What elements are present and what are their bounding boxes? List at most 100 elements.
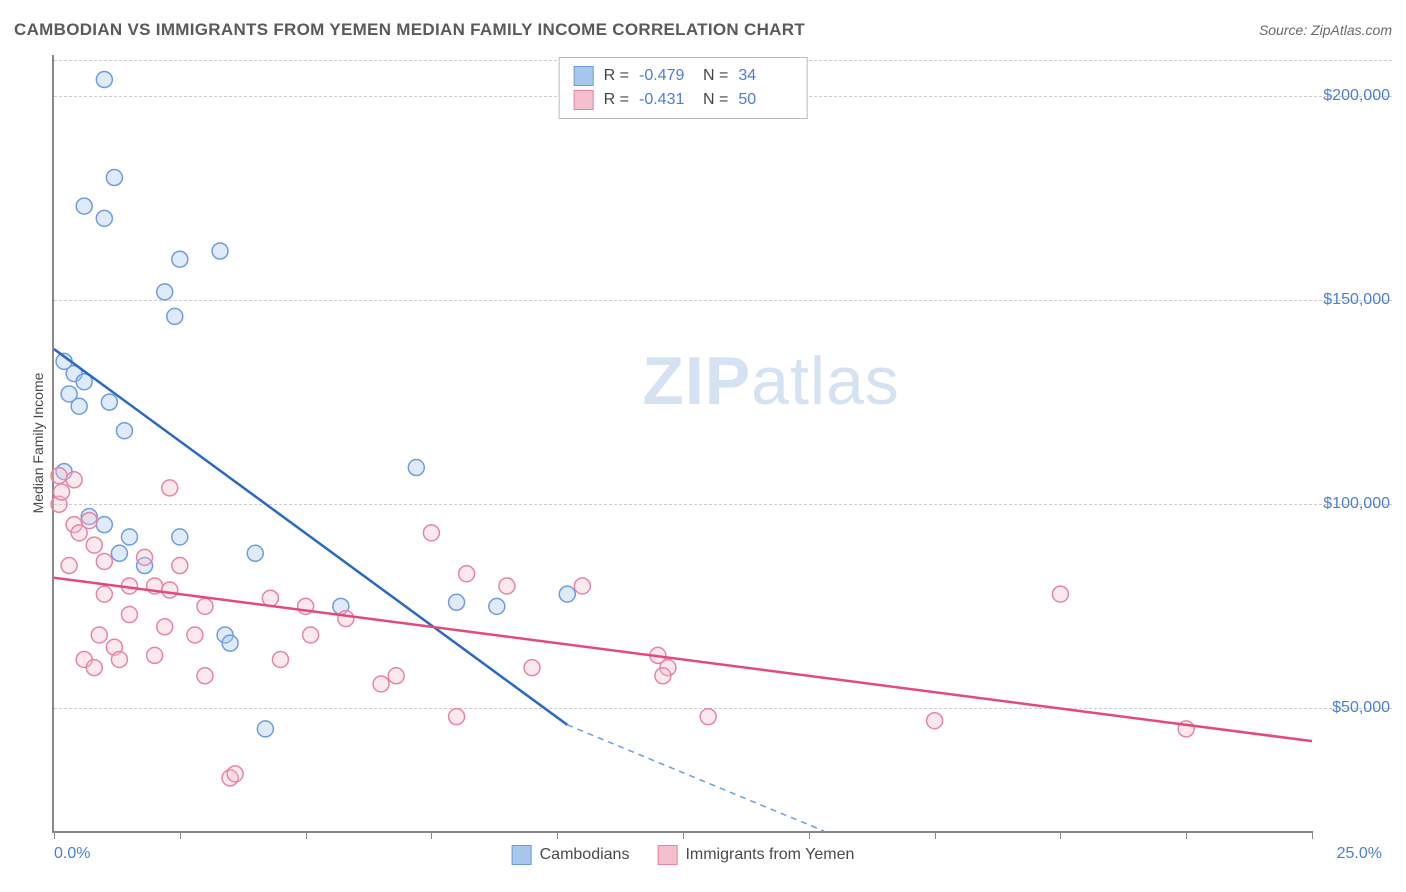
scatter-point — [408, 460, 424, 476]
scatter-point — [76, 198, 92, 214]
swatch-series2 — [574, 90, 594, 110]
scatter-point — [227, 766, 243, 782]
scatter-point — [489, 598, 505, 614]
scatter-point — [96, 586, 112, 602]
x-tick — [809, 831, 810, 839]
chart-container: Median Family Income ZIPatlas R = -0.479… — [14, 55, 1392, 878]
n-label: N = — [703, 91, 728, 109]
x-axis-min-label: 0.0% — [54, 845, 90, 863]
scatter-point — [167, 308, 183, 324]
x-tick — [1060, 831, 1061, 839]
scatter-point — [71, 398, 87, 414]
scatter-point — [222, 635, 238, 651]
y-tick-label: $100,000 — [1315, 495, 1390, 513]
scatter-point — [449, 709, 465, 725]
scatter-point — [162, 582, 178, 598]
scatter-point — [338, 611, 354, 627]
legend-correlation: R = -0.479 N = 34 R = -0.431 N = 50 — [559, 57, 808, 119]
scatter-point — [655, 668, 671, 684]
y-tick-label: $150,000 — [1315, 291, 1390, 309]
scatter-point — [212, 243, 228, 259]
scatter-point — [86, 537, 102, 553]
y-tick-label: $50,000 — [1315, 699, 1390, 717]
legend-label-series1: Cambodians — [540, 846, 630, 864]
source-label: Source: ZipAtlas.com — [1259, 22, 1392, 38]
scatter-point — [96, 517, 112, 533]
r-label: R = — [604, 67, 629, 85]
x-tick — [306, 831, 307, 839]
scatter-point — [459, 566, 475, 582]
scatter-point — [61, 558, 77, 574]
x-axis-max-label: 25.0% — [1337, 845, 1382, 863]
legend-series: Cambodians Immigrants from Yemen — [512, 845, 855, 865]
scatter-point — [524, 660, 540, 676]
scatter-point — [137, 549, 153, 565]
n-value-series2: 50 — [738, 91, 792, 109]
legend-item-series2: Immigrants from Yemen — [657, 845, 854, 865]
chart-title: CAMBODIAN VS IMMIGRANTS FROM YEMEN MEDIA… — [14, 20, 805, 40]
scatter-point — [91, 627, 107, 643]
x-tick — [54, 831, 55, 839]
scatter-point — [96, 553, 112, 569]
y-axis-label: Median Family Income — [30, 373, 46, 514]
x-tick — [180, 831, 181, 839]
r-value-series2: -0.431 — [639, 91, 693, 109]
scatter-point — [116, 423, 132, 439]
scatter-point — [373, 676, 389, 692]
x-tick — [683, 831, 684, 839]
scatter-point — [86, 660, 102, 676]
scatter-point — [172, 529, 188, 545]
scatter-point — [927, 713, 943, 729]
scatter-point — [574, 578, 590, 594]
trend-line-extrapolated — [567, 725, 824, 831]
x-tick — [1186, 831, 1187, 839]
scatter-point — [187, 627, 203, 643]
scatter-point — [303, 627, 319, 643]
n-value-series1: 34 — [738, 67, 792, 85]
scatter-point — [81, 513, 97, 529]
plot-area: Median Family Income ZIPatlas R = -0.479… — [52, 55, 1312, 833]
scatter-point — [423, 525, 439, 541]
swatch-series2-bottom — [657, 845, 677, 865]
scatter-point — [121, 607, 137, 623]
scatter-point — [54, 484, 70, 500]
scatter-point — [172, 251, 188, 267]
header: CAMBODIAN VS IMMIGRANTS FROM YEMEN MEDIA… — [14, 20, 1392, 40]
y-tick-label: $200,000 — [1315, 87, 1390, 105]
scatter-point — [96, 210, 112, 226]
scatter-point — [111, 545, 127, 561]
scatter-point — [499, 578, 515, 594]
scatter-point — [449, 594, 465, 610]
n-label: N = — [703, 67, 728, 85]
scatter-point — [1052, 586, 1068, 602]
x-tick — [557, 831, 558, 839]
scatter-point — [559, 586, 575, 602]
scatter-point — [51, 468, 67, 484]
scatter-point — [388, 668, 404, 684]
x-tick — [431, 831, 432, 839]
swatch-series1-bottom — [512, 845, 532, 865]
scatter-point — [157, 619, 173, 635]
scatter-point — [66, 472, 82, 488]
r-label: R = — [604, 91, 629, 109]
scatter-point — [157, 284, 173, 300]
plot-svg — [54, 55, 1312, 831]
scatter-point — [700, 709, 716, 725]
legend-item-series1: Cambodians — [512, 845, 630, 865]
legend-label-series2: Immigrants from Yemen — [685, 846, 854, 864]
scatter-point — [101, 394, 117, 410]
scatter-point — [262, 590, 278, 606]
scatter-point — [172, 558, 188, 574]
scatter-point — [147, 647, 163, 663]
legend-row-series2: R = -0.431 N = 50 — [574, 88, 793, 112]
scatter-point — [121, 529, 137, 545]
x-tick — [935, 831, 936, 839]
scatter-point — [111, 651, 127, 667]
swatch-series1 — [574, 66, 594, 86]
scatter-point — [96, 72, 112, 88]
scatter-point — [257, 721, 273, 737]
scatter-point — [162, 480, 178, 496]
scatter-point — [272, 651, 288, 667]
x-tick — [1312, 831, 1313, 839]
scatter-point — [197, 668, 213, 684]
